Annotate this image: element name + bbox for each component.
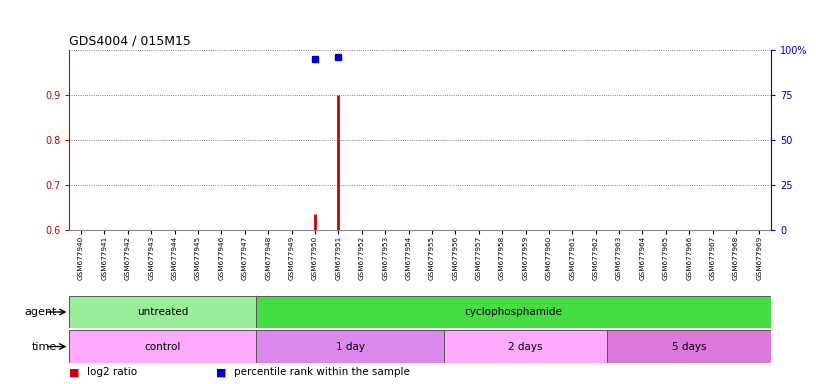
Text: cyclophosphamide: cyclophosphamide — [465, 307, 563, 317]
Text: agent: agent — [24, 307, 57, 317]
Text: 1 day: 1 day — [335, 341, 365, 352]
Bar — [69, 330, 256, 363]
Bar — [607, 330, 771, 363]
Bar — [256, 296, 771, 328]
Text: 5 days: 5 days — [672, 341, 707, 352]
Bar — [256, 330, 444, 363]
Text: log2 ratio: log2 ratio — [87, 367, 137, 377]
Text: time: time — [32, 341, 57, 352]
Text: GDS4004 / 015M15: GDS4004 / 015M15 — [69, 34, 191, 47]
Text: control: control — [144, 341, 181, 352]
Text: ■: ■ — [69, 367, 80, 377]
Text: 2 days: 2 days — [508, 341, 543, 352]
Text: ■: ■ — [216, 367, 227, 377]
Text: percentile rank within the sample: percentile rank within the sample — [234, 367, 410, 377]
Text: untreated: untreated — [137, 307, 188, 317]
Bar — [69, 296, 256, 328]
Bar — [444, 330, 607, 363]
